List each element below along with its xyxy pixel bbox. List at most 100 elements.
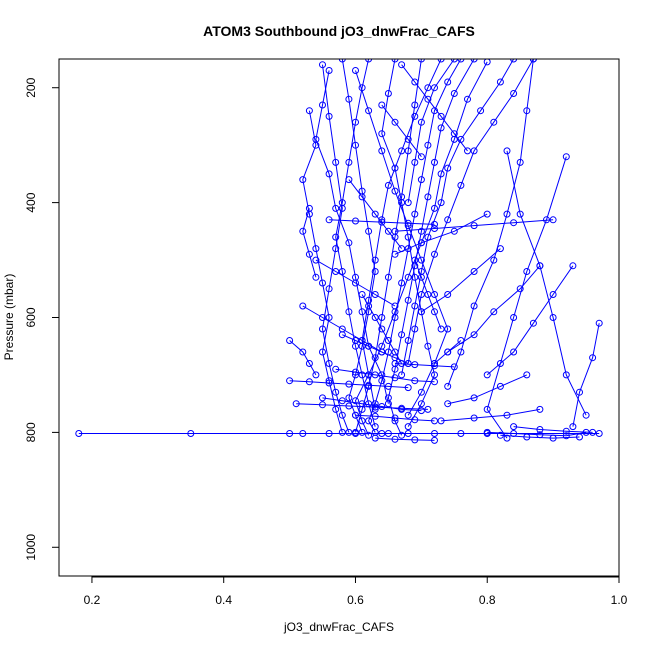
- data-point: [332, 268, 340, 275]
- data-point: [378, 403, 386, 410]
- data-point: [371, 210, 379, 218]
- data-point: [305, 204, 313, 212]
- data-point: [378, 314, 386, 321]
- data-point: [450, 130, 458, 138]
- data-point: [444, 382, 452, 390]
- series-4: [338, 59, 379, 436]
- data-point: [345, 402, 353, 410]
- data-point: [352, 368, 359, 376]
- series-line: [289, 380, 409, 389]
- data-point: [470, 302, 478, 310]
- data-point: [470, 147, 478, 155]
- data-point: [431, 436, 438, 444]
- data-point: [404, 337, 412, 344]
- data-point: [384, 90, 392, 97]
- data-point: [319, 279, 326, 287]
- series-line: [354, 61, 488, 436]
- series-37: [496, 431, 583, 442]
- data-point: [411, 210, 419, 218]
- data-point: [332, 158, 340, 166]
- data-point: [391, 59, 399, 63]
- series-45: [299, 204, 320, 281]
- data-point: [319, 61, 326, 69]
- data-point: [417, 388, 425, 396]
- data-point: [562, 371, 570, 379]
- series-26: [286, 377, 412, 392]
- data-point: [417, 118, 425, 126]
- data-point: [562, 427, 570, 435]
- data-point: [358, 193, 366, 201]
- data-point: [299, 227, 307, 235]
- x-tick-label: 0.6: [347, 593, 364, 607]
- data-point: [510, 59, 518, 63]
- x-tick-label: 0.2: [84, 593, 101, 607]
- series-line: [487, 431, 587, 437]
- data-point: [411, 78, 419, 86]
- data-point: [483, 59, 491, 66]
- series-line: [361, 294, 403, 364]
- data-point: [365, 107, 373, 115]
- data-point: [444, 216, 452, 224]
- data-point: [305, 360, 313, 367]
- data-point: [523, 433, 531, 441]
- series-line: [355, 414, 435, 422]
- data-point: [299, 176, 307, 184]
- data-point: [417, 176, 425, 184]
- data-point: [325, 430, 333, 437]
- data-point: [371, 268, 379, 275]
- data-point: [345, 176, 353, 184]
- data-point: [411, 361, 419, 369]
- series-line: [434, 340, 462, 364]
- data-point: [431, 204, 438, 212]
- data-point: [431, 378, 438, 386]
- data-point: [470, 414, 478, 422]
- data-point: [595, 319, 603, 327]
- data-point: [371, 405, 379, 413]
- data-point: [404, 199, 412, 207]
- data-point: [371, 371, 379, 379]
- data-point: [352, 141, 359, 149]
- data-point: [431, 291, 438, 298]
- data-point: [325, 379, 333, 387]
- data-point: [378, 130, 386, 138]
- plot-frame: [58, 58, 620, 577]
- series-line: [414, 259, 442, 330]
- series-18: [569, 319, 603, 431]
- data-point: [523, 107, 531, 115]
- series-line: [315, 259, 396, 307]
- data-point: [450, 59, 458, 63]
- data-point: [477, 107, 485, 115]
- data-point: [319, 325, 326, 333]
- series-39: [299, 302, 386, 356]
- series-50: [345, 176, 406, 253]
- data-point: [378, 101, 386, 109]
- series-line: [394, 213, 488, 255]
- series-line: [348, 179, 402, 249]
- data-point: [490, 256, 498, 264]
- series-19: [483, 262, 577, 379]
- data-point: [523, 371, 531, 379]
- series-49: [411, 256, 445, 333]
- data-point: [398, 199, 406, 207]
- data-point: [404, 384, 412, 392]
- data-point: [431, 250, 438, 258]
- data-point: [510, 90, 518, 97]
- data-point: [305, 107, 313, 115]
- data-point: [457, 348, 465, 356]
- data-point: [338, 397, 346, 405]
- data-point: [582, 411, 590, 419]
- data-point: [404, 147, 412, 155]
- data-point: [411, 112, 419, 120]
- series-line: [355, 70, 449, 416]
- data-point: [404, 423, 412, 431]
- data-point: [470, 331, 478, 339]
- data-point: [510, 423, 518, 431]
- data-point: [457, 59, 465, 63]
- data-point: [450, 363, 458, 371]
- data-point: [431, 430, 438, 437]
- data-point: [496, 245, 504, 253]
- data-point: [365, 381, 373, 389]
- data-point: [391, 118, 399, 126]
- data-point: [325, 216, 333, 224]
- data-point: [503, 147, 511, 155]
